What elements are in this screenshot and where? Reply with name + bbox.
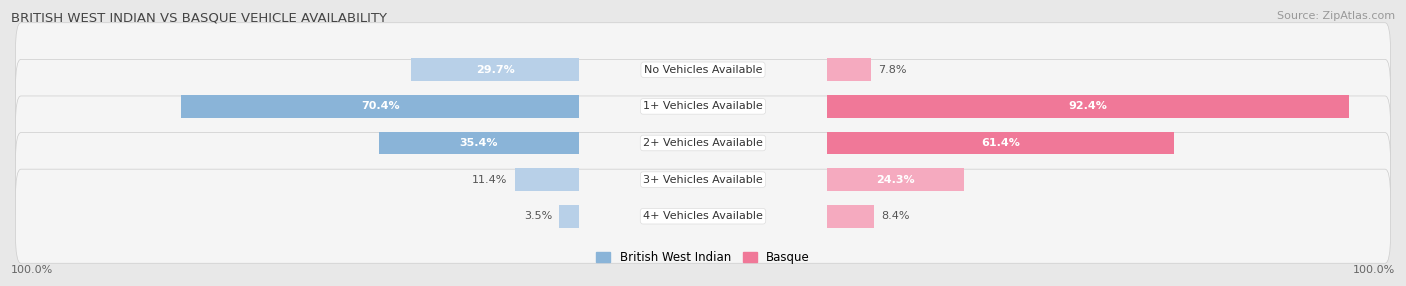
Text: 61.4%: 61.4%	[981, 138, 1019, 148]
Bar	[827, 132, 1174, 154]
Bar	[181, 95, 579, 118]
Text: No Vehicles Available: No Vehicles Available	[644, 65, 762, 75]
Bar	[380, 132, 579, 154]
Text: 100.0%: 100.0%	[1353, 265, 1395, 275]
Text: 29.7%: 29.7%	[475, 65, 515, 75]
Bar	[827, 168, 965, 191]
Bar	[560, 205, 579, 228]
Bar	[515, 168, 579, 191]
FancyBboxPatch shape	[15, 133, 1391, 227]
Bar	[827, 205, 875, 228]
Text: 1+ Vehicles Available: 1+ Vehicles Available	[643, 102, 763, 111]
Text: 3+ Vehicles Available: 3+ Vehicles Available	[643, 175, 763, 184]
Text: 24.3%: 24.3%	[876, 175, 915, 184]
Text: 3.5%: 3.5%	[524, 211, 553, 221]
FancyBboxPatch shape	[15, 96, 1391, 190]
Text: 8.4%: 8.4%	[882, 211, 910, 221]
Bar	[827, 58, 872, 81]
Bar	[827, 95, 1348, 118]
Text: 100.0%: 100.0%	[11, 265, 53, 275]
Text: 4+ Vehicles Available: 4+ Vehicles Available	[643, 211, 763, 221]
Text: 2+ Vehicles Available: 2+ Vehicles Available	[643, 138, 763, 148]
FancyBboxPatch shape	[15, 169, 1391, 263]
Text: BRITISH WEST INDIAN VS BASQUE VEHICLE AVAILABILITY: BRITISH WEST INDIAN VS BASQUE VEHICLE AV…	[11, 11, 387, 24]
FancyBboxPatch shape	[15, 59, 1391, 153]
Bar	[411, 58, 579, 81]
Text: 11.4%: 11.4%	[472, 175, 508, 184]
Text: 35.4%: 35.4%	[460, 138, 498, 148]
Text: Source: ZipAtlas.com: Source: ZipAtlas.com	[1277, 11, 1395, 21]
Text: 92.4%: 92.4%	[1069, 102, 1108, 111]
Legend: British West Indian, Basque: British West Indian, Basque	[592, 247, 814, 269]
Text: 70.4%: 70.4%	[361, 102, 399, 111]
FancyBboxPatch shape	[15, 23, 1391, 117]
Text: 7.8%: 7.8%	[877, 65, 907, 75]
